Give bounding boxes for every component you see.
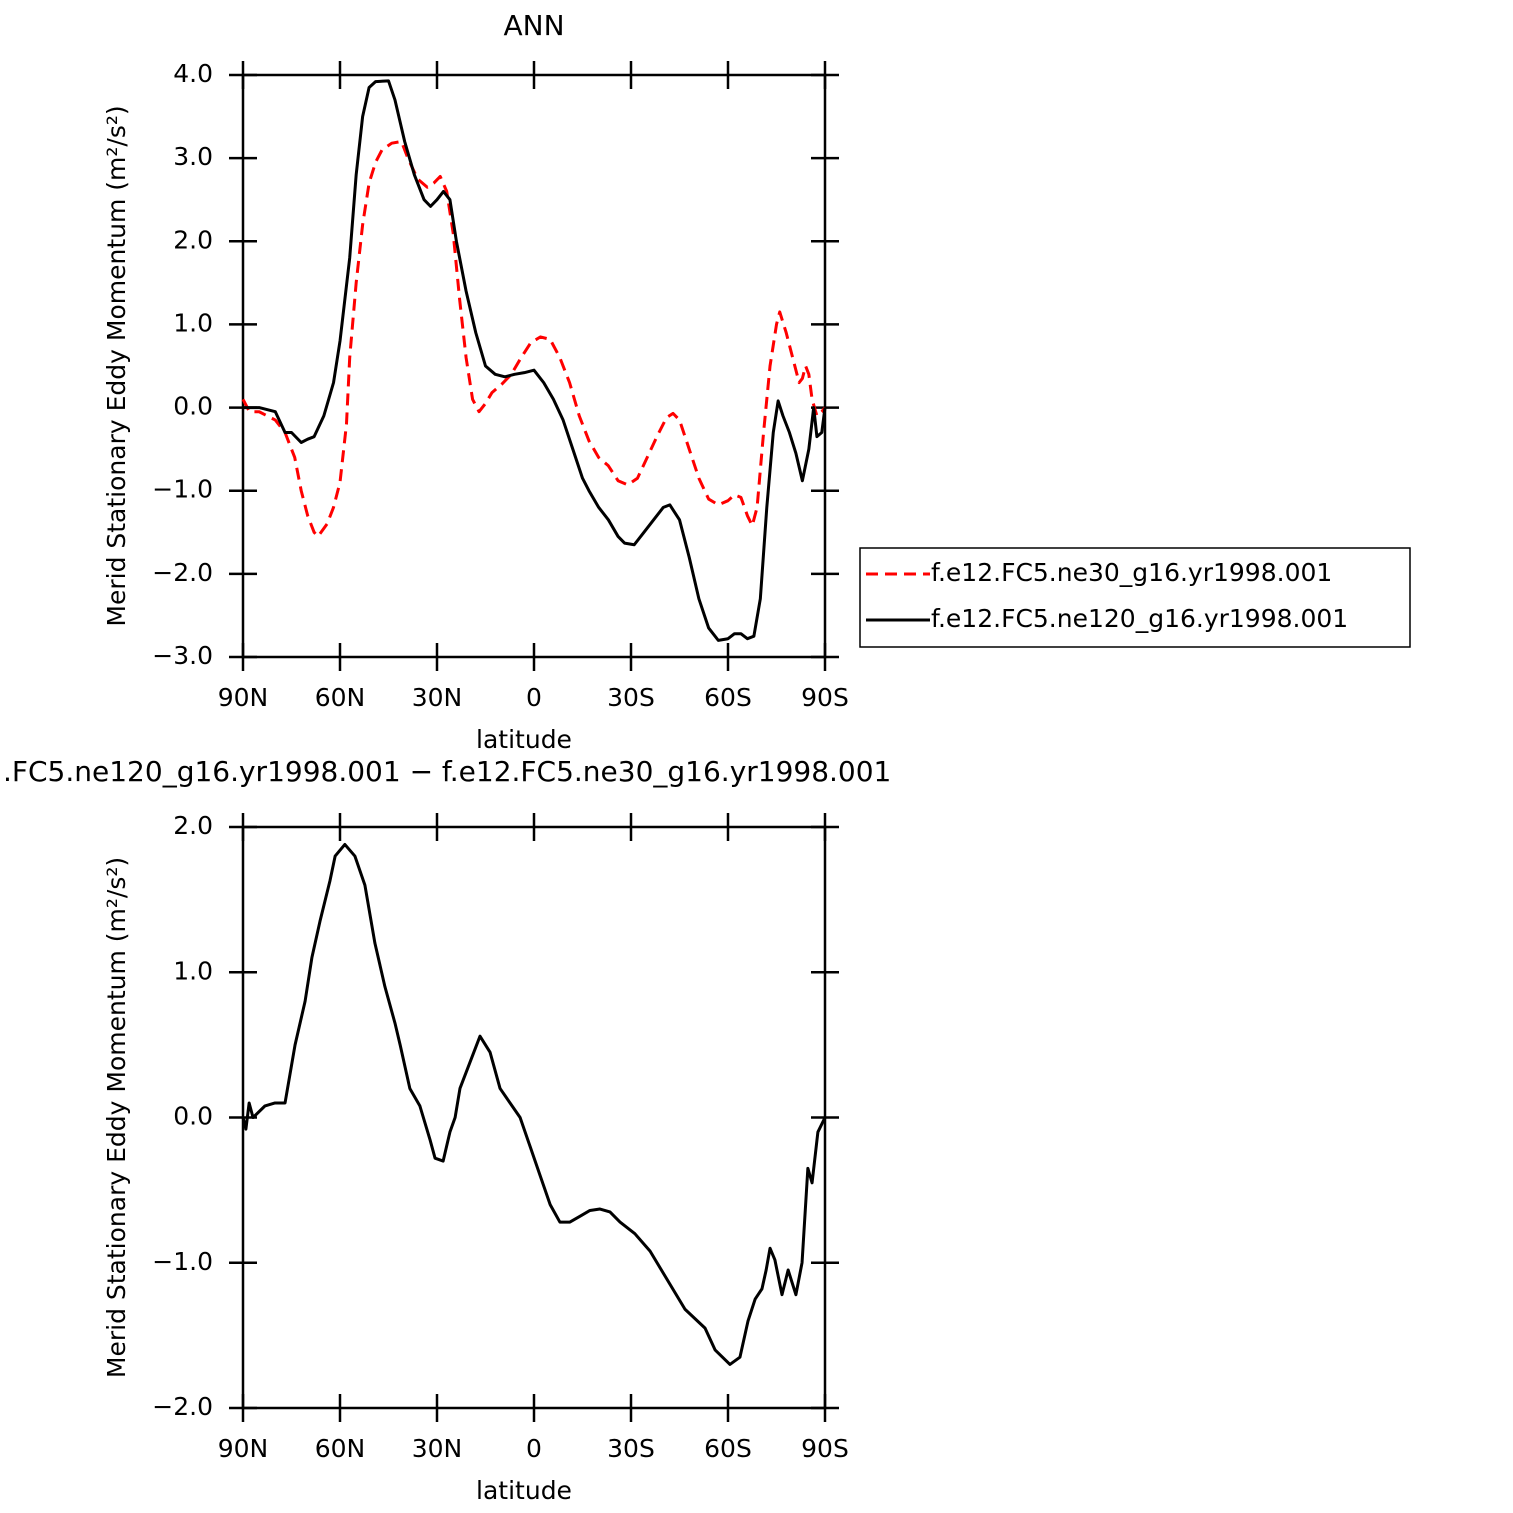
x-tick-label: 60N	[315, 683, 366, 712]
data-line	[241, 842, 827, 1366]
chart-title: .FC5.ne120_g16.yr1998.001 − f.e12.FC5.ne…	[3, 755, 891, 788]
y-tick-label: 3.0	[173, 142, 213, 171]
x-tick-label: 30N	[412, 683, 463, 712]
legend-label: f.e12.FC5.ne120_g16.yr1998.001	[931, 604, 1348, 633]
plot-frame	[241, 73, 827, 659]
x-tick-label: 90N	[218, 683, 269, 712]
data-line	[241, 140, 827, 538]
y-axis-label: Merid Stationary Eddy Momentum (m²/s²)	[102, 105, 131, 626]
y-tick-label: 0.0	[173, 1102, 213, 1131]
x-tick-label: 60S	[704, 1434, 752, 1463]
x-axis-label: latitude	[476, 1476, 572, 1505]
x-tick-label: 90N	[218, 1434, 269, 1463]
y-tick-label: 2.0	[173, 811, 213, 840]
y-axis-label: Merid Stationary Eddy Momentum (m²/s²)	[102, 857, 131, 1378]
legend-label: f.e12.FC5.ne30_g16.yr1998.001	[931, 558, 1332, 587]
legend-box	[859, 547, 1411, 648]
y-tick-label: −3.0	[152, 641, 213, 670]
x-tick-label: 30S	[607, 1434, 655, 1463]
y-tick-label: 0.0	[173, 392, 213, 421]
x-tick-label: 0	[526, 683, 542, 712]
y-tick-label: −1.0	[152, 475, 213, 504]
y-tick-label: 1.0	[173, 308, 213, 337]
y-tick-label: 4.0	[173, 59, 213, 88]
x-tick-label: 30N	[412, 1434, 463, 1463]
y-tick-label: −2.0	[152, 1392, 213, 1421]
x-tick-label: 60N	[315, 1434, 366, 1463]
x-tick-label: 30S	[607, 683, 655, 712]
y-tick-label: −1.0	[152, 1247, 213, 1276]
chart-title: ANN	[503, 9, 564, 42]
x-tick-label: 90S	[801, 1434, 849, 1463]
y-tick-label: 1.0	[173, 956, 213, 985]
data-line	[243, 79, 827, 642]
x-tick-label: 60S	[704, 683, 752, 712]
y-tick-label: 2.0	[173, 225, 213, 254]
x-tick-label: 0	[526, 1434, 542, 1463]
y-tick-label: −2.0	[152, 558, 213, 587]
plot-frame	[241, 825, 827, 1410]
x-axis-label: latitude	[476, 725, 572, 754]
x-tick-label: 90S	[801, 683, 849, 712]
